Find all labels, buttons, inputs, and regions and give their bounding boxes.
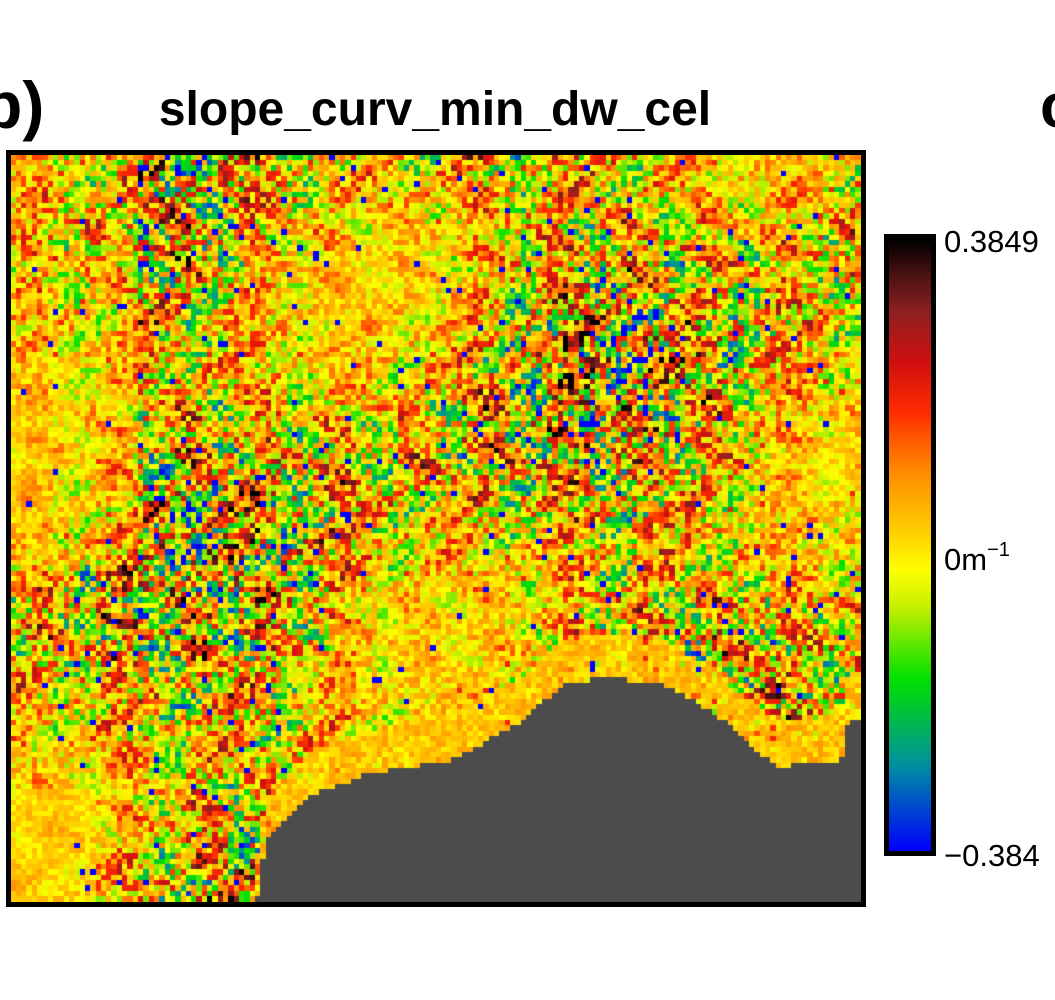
colorbar-min-label: −0.384 [944, 838, 1040, 873]
heatmap-frame [6, 150, 866, 907]
colorbar [884, 234, 936, 856]
colorbar-gradient [889, 239, 931, 851]
heatmap-raster [11, 155, 861, 902]
colorbar-max-label: 0.3849 [944, 224, 1039, 259]
colorbar-mid-label: 0m−1 [944, 540, 1010, 575]
colorbar-mid-exponent: −1 [987, 539, 1010, 561]
next-panel-letter: c [1040, 76, 1055, 138]
colorbar-mid-unit: m [961, 542, 988, 577]
chart-title: slope_curv_min_dw_cel [158, 83, 712, 136]
panel-letter: b) [0, 68, 45, 142]
colorbar-mid-value: 0 [944, 542, 962, 577]
